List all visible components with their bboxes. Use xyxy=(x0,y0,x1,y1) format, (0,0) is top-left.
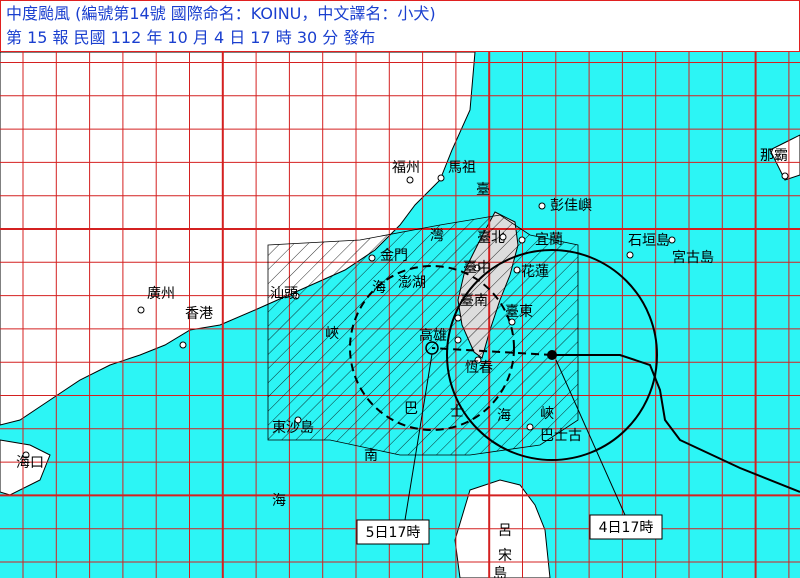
place-label: 巴士古 xyxy=(540,428,582,444)
place-label: 汕頭 xyxy=(270,286,298,302)
place-dot xyxy=(518,236,526,244)
place-label: 海口 xyxy=(16,455,44,471)
place-dot xyxy=(294,416,302,424)
place-label: 宜蘭 xyxy=(535,232,563,248)
place-dot xyxy=(526,423,534,431)
place-label: 島 xyxy=(493,566,507,578)
place-label: 澎湖 xyxy=(398,275,426,291)
place-label: 臺東 xyxy=(505,304,533,320)
callout-box xyxy=(589,514,663,540)
place-dot xyxy=(179,341,187,349)
callout-label: 4日17時 xyxy=(599,520,654,536)
place-label: 峽 xyxy=(540,406,554,422)
place-label: 高雄 xyxy=(419,327,447,344)
place-dot xyxy=(626,251,634,259)
place-dot xyxy=(22,451,30,459)
place-label: 海 xyxy=(272,493,286,509)
place-label: 恆春 xyxy=(465,360,493,376)
place-dot xyxy=(454,336,462,344)
header-line: 中度颱風 (編號第14號 國際命名：KOINU，中文譯名：小犬) xyxy=(6,4,436,23)
place-label: 灣 xyxy=(430,228,444,244)
place-dot xyxy=(292,292,300,300)
place-label: 峽 xyxy=(325,326,339,342)
place-dot xyxy=(513,266,521,274)
place-label: 臺南 xyxy=(460,293,488,309)
place-label: 宮古島 xyxy=(672,250,714,266)
callout-label: 5日17時 xyxy=(366,525,421,541)
place-label: 海 xyxy=(497,408,511,424)
place-label: 呂 xyxy=(498,523,512,539)
place-label: 花蓮 xyxy=(521,264,549,280)
place-label: 臺中 xyxy=(463,260,491,276)
place-label: 金門 xyxy=(380,248,408,264)
typhoon-center xyxy=(547,350,557,360)
forecast-track xyxy=(431,347,553,356)
place-label: 東沙島 xyxy=(272,420,314,436)
place-label: 那霸 xyxy=(760,148,788,164)
header-box xyxy=(0,0,800,52)
place-label: 福州 xyxy=(392,160,420,176)
past-track xyxy=(552,354,800,493)
place-dot xyxy=(473,264,481,272)
place-label: 海 xyxy=(372,280,386,296)
place-label: 石垣島 xyxy=(628,233,670,249)
place-dot xyxy=(406,176,414,184)
place-label: 香港 xyxy=(185,306,213,322)
place-dot xyxy=(508,318,516,326)
place-dot xyxy=(137,306,145,314)
callout-box xyxy=(356,519,430,545)
place-label: 士 xyxy=(450,404,464,420)
place-label: 馬祖 xyxy=(448,160,476,176)
place-dot xyxy=(474,356,482,364)
warning-area xyxy=(267,214,579,456)
place-dot xyxy=(668,236,676,244)
place-label: 宋 xyxy=(498,548,512,564)
storm-radius xyxy=(446,249,658,461)
callout-line xyxy=(404,353,433,521)
place-dot xyxy=(368,254,376,262)
header-line: 第 15 報 民國 112 年 10 月 4 日 17 時 30 分 發布 xyxy=(6,28,375,47)
place-label: 彭佳嶼 xyxy=(550,198,592,214)
forecast-radius xyxy=(349,265,515,431)
place-label: 臺 xyxy=(476,182,490,198)
place-dot xyxy=(499,233,507,241)
callout-line xyxy=(555,359,626,516)
place-label: 南 xyxy=(364,448,378,464)
place-dot xyxy=(437,174,445,182)
place-label: 廣州 xyxy=(147,285,175,302)
place-label: 臺北 xyxy=(477,230,505,246)
place-label: 巴 xyxy=(404,401,418,417)
place-dot xyxy=(538,202,546,210)
place-dot xyxy=(781,172,789,180)
place-dot xyxy=(454,314,462,322)
